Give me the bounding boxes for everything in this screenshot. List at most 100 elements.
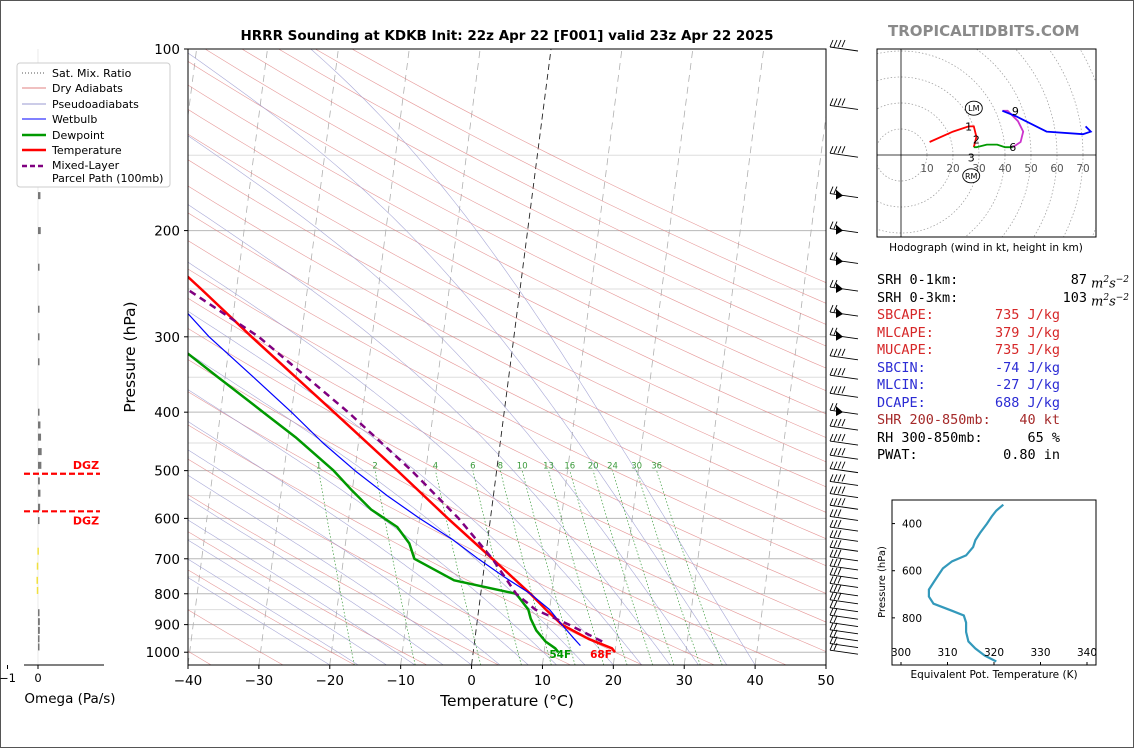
barb-feather [829,186,834,194]
barb-feather [829,368,834,376]
surface-temperature-label: 68F [590,649,612,661]
barb-staff [829,228,859,234]
parameter-value: 735 J/kg [994,307,1060,323]
barb-staff [829,574,859,580]
wind-barb-glyph [829,221,859,235]
barb-feather [833,549,838,557]
mixing-ratio-label: 20 [588,462,599,472]
parameter-value: -74 J/kg [994,359,1060,376]
chart-title: HRRR Sounding at KDKB Init: 22z Apr 22 [… [240,28,773,44]
parameter-label: RH 300-850mb: [877,429,983,446]
omega-bar [36,576,38,584]
barb-feather [833,98,838,106]
barb-feather [829,540,834,548]
mixing-ratio-label: 4 [433,462,438,472]
barb-staff [829,409,859,415]
wind-barb-glyph [829,98,859,110]
omega-bar [38,333,40,341]
barb-feather [837,519,842,528]
mixing-ratio-line [656,470,723,665]
x-tick-label: 40 [747,673,764,689]
barb-staff [829,504,859,510]
barb-feather [841,98,846,106]
barb-feather [833,629,838,637]
parameter-value: 87 [1070,272,1087,288]
omega-bar [38,305,40,313]
dry-adiabat [188,133,826,463]
dgz-label: DGZ [73,514,99,527]
pseudoadiabat [188,449,501,665]
y-tick-label: 900 [154,618,180,634]
barb-feather [841,461,846,469]
wind-barb-glyph [829,549,859,562]
barb-staff [829,622,859,628]
wind-barb-glyph [829,474,859,486]
parameter-label: MLCAPE: [877,324,934,341]
theta-e-panel: 300 310 320 330 340 400 600 800 Equivalent Pot. … [877,499,1097,681]
omega-bar [37,547,39,555]
wind-barb-glyph [829,629,859,642]
mixing-ratio-label: 2 [372,462,377,472]
pseudoadiabat [188,519,415,665]
hodograph-frame [876,48,1097,238]
x-tick-label: −10 [386,673,415,689]
x-tick-label: 50 [817,673,834,689]
wind-barb-glyph [829,418,859,431]
barb-feather [829,636,834,644]
barb-feather [837,386,842,394]
theta-x-tick-label: 330 [1030,647,1050,659]
mixing-ratio-line [318,470,355,665]
pseudoadiabat [310,49,756,665]
barb-staff [829,334,859,340]
pseudoadiabat [188,261,642,665]
omega-bar [38,609,40,617]
barb-staff [829,468,859,474]
wind-barb-glyph [829,39,859,52]
barb-feather [841,433,846,442]
barb-feather [837,576,842,584]
barb-feather [833,509,838,517]
legend-label: Pseudoadiabats [52,98,139,111]
barb-feather [829,509,834,517]
legend-label-line: Parcel Path (100mb) [52,172,163,185]
dry-adiabat [188,569,356,665]
parameter-value: -27 J/kg [994,377,1060,393]
parameter-label: MLCIN: [877,377,926,393]
barb-staff [829,392,859,398]
barb-feather [837,418,842,427]
parameter-label: SRH 0-1km: [877,272,959,288]
barb-feather [833,600,838,608]
barb-feather [829,98,834,106]
wind-barb-glyph [829,567,859,580]
legend-label: Dewpoint [52,129,105,142]
legend-label: Mixed-Layer Parcel Path (100mb) [52,159,163,185]
barb-staff [829,636,859,642]
hodograph-height-label: 6 [1009,141,1016,154]
dry-adiabat [188,268,826,594]
pseudoadiabat [188,558,359,665]
barb-feather [829,643,834,651]
barb-feather [833,304,838,313]
barb-staff [829,614,859,620]
barb-feather [841,386,846,394]
legend-label-line: Mixed-Layer [52,159,120,172]
barb-staff [829,607,859,613]
mixing-ratio-line [472,470,522,665]
theta-x-tick-label: 300 [891,647,911,659]
barb-feather [829,304,834,313]
isotherm-line [754,112,826,665]
barb-feather [833,448,838,456]
x-tick-label: −30 [245,673,274,689]
legend-label: Sat. Mix. Ratio [52,67,132,80]
barb-feather [837,540,842,548]
x-tick-label: 10 [534,673,551,689]
sounding-parameters: SRH 0-1km: 87 m2s−2 SRH 0-3km: 103 m2s−2 SBCAP… [877,272,1129,465]
dry-adiabat [188,494,499,665]
parameter-value: 735 J/kg [994,342,1060,358]
barb-feather [837,567,842,576]
mixing-ratio-line [592,470,653,665]
barb-feather [829,386,834,394]
mixing-ratio-label: 13 [543,462,554,472]
barb-feather [833,567,838,576]
mixing-ratio-line [636,470,701,665]
